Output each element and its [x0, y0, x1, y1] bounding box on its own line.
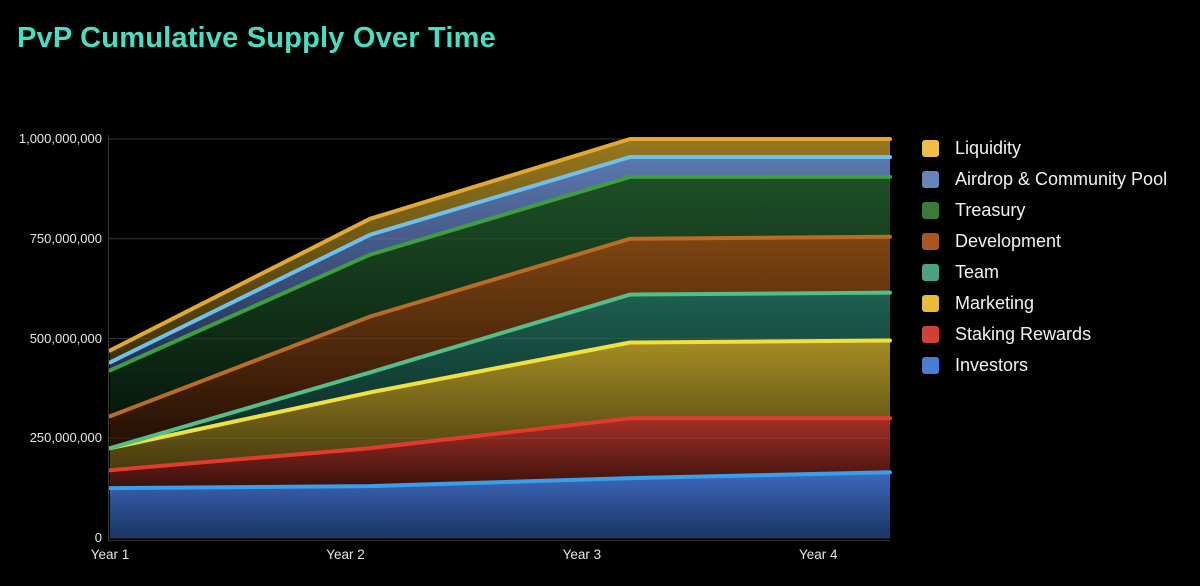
edge-development: [108, 234, 892, 419]
legend-label: Development: [955, 231, 1062, 251]
investors-swatch-icon: [922, 357, 939, 374]
legend-item-team[interactable]: Team: [922, 263, 999, 282]
treasury-swatch-icon: [922, 202, 939, 219]
x-axis-label-year2: Year 2: [326, 547, 365, 562]
y-axis-tick-label: 0: [94, 530, 102, 545]
legend-label: Marketing: [955, 293, 1035, 313]
edge-staking-rewards: [108, 416, 892, 473]
legend-label: Staking Rewards: [955, 324, 1092, 344]
area-marketing: [110, 340, 890, 471]
area-development: [110, 236, 890, 449]
legend-label: Team: [955, 262, 1000, 282]
y-axis-tick-label: 500,000,000: [29, 330, 102, 346]
legend-label: Airdrop & Community Pool: [955, 169, 1168, 189]
liquidity-swatch-icon: [922, 140, 939, 157]
marketing-swatch-icon: [922, 295, 939, 312]
team-swatch-icon: [922, 264, 939, 281]
legend-item-marketing[interactable]: Marketing: [922, 294, 1034, 313]
x-axis-label-year3: Year 3: [562, 547, 602, 562]
legend-item-airdrop-community-pool[interactable]: Airdrop & Community Pool: [922, 170, 1167, 189]
staking-rewards-swatch-icon: [922, 326, 939, 343]
x-axis-label-year1: Year 1: [90, 547, 130, 562]
edge-marketing: [108, 338, 892, 451]
edge-liquidity: [108, 137, 892, 353]
area-liquidity: [110, 139, 890, 363]
x-axis-label-year4: Year 4: [798, 547, 838, 562]
development-swatch-icon: [922, 233, 939, 250]
area-investors: [110, 472, 890, 538]
y-axis-tick-label: 250,000,000: [29, 430, 102, 446]
chart-title: PvP Cumulative Supply Over Time: [17, 22, 496, 54]
legend-item-investors[interactable]: Investors: [922, 356, 1028, 375]
legend-label: Treasury: [955, 200, 1026, 220]
y-axis-tick-label: 750,000,000: [29, 230, 102, 246]
airdrop-swatch-icon: [922, 171, 939, 188]
edge-investors: [108, 470, 892, 491]
edge-team: [108, 290, 892, 451]
edge-airdrop-community-pool: [108, 155, 892, 365]
legend-item-development[interactable]: Development: [922, 232, 1061, 251]
y-axis-tick-label: 1,000,000,000: [18, 131, 102, 146]
area-staking-rewards: [110, 418, 890, 489]
legend-label: Liquidity: [955, 138, 1022, 158]
legend-item-liquidity[interactable]: Liquidity: [922, 139, 1021, 158]
legend-label: Investors: [955, 355, 1029, 375]
legend-item-staking-rewards[interactable]: Staking Rewards: [922, 325, 1091, 344]
area-team: [110, 292, 890, 449]
legend-item-treasury[interactable]: Treasury: [922, 201, 1025, 220]
area-airdrop-community-pool: [110, 157, 890, 371]
edge-treasury: [108, 174, 892, 373]
